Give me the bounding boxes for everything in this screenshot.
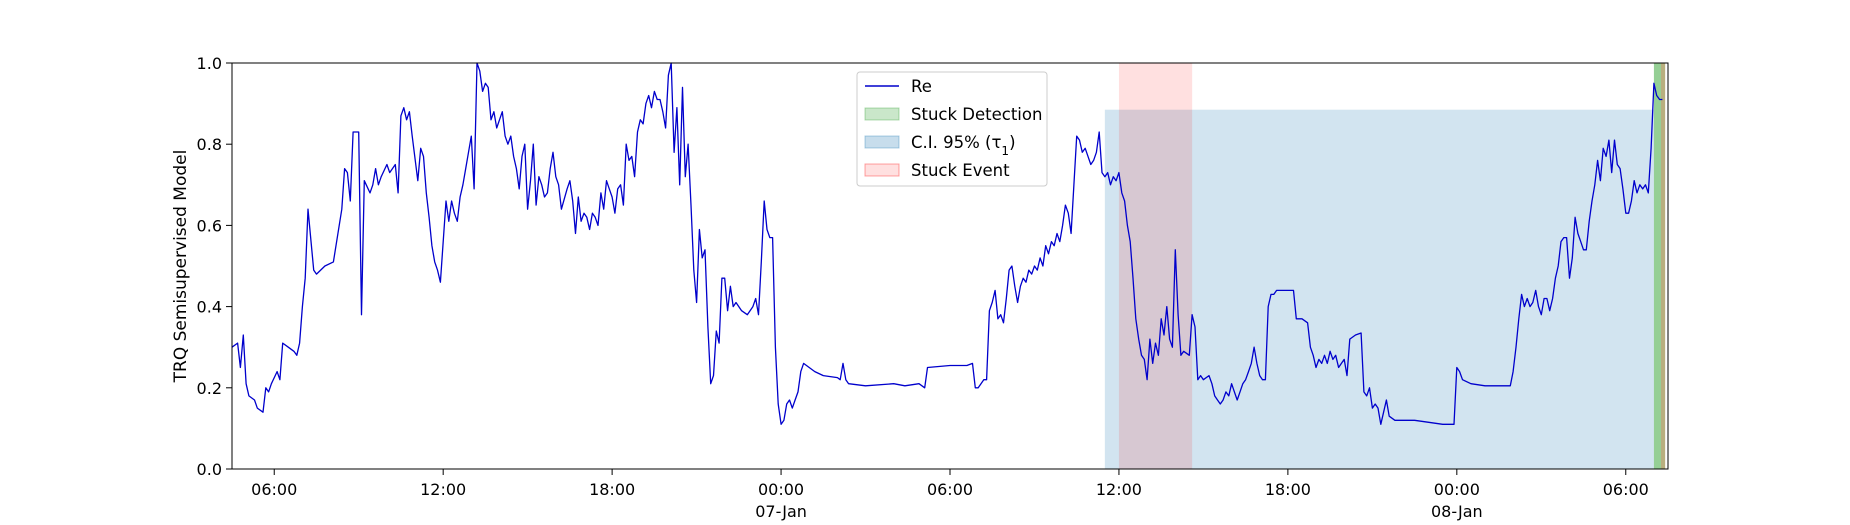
series-line-re [231, 62, 1663, 425]
span-stuck-detection [1653, 63, 1661, 469]
series-layer [231, 62, 1663, 425]
legend-swatch-c-i-95 [864, 135, 900, 149]
y-tick-label: 0.2 [197, 379, 222, 398]
legend-swatch-stuck-event [864, 163, 900, 177]
y-tick-label: 0.8 [197, 135, 222, 154]
x-tick-label: 06:00 [927, 480, 973, 499]
x-tick-label: 18:00 [589, 480, 635, 499]
legend-label-re: Re [911, 77, 932, 96]
x-tick-sublabel: 08-Jan [1431, 502, 1483, 521]
x-tick-label: 06:00 [1603, 480, 1649, 499]
y-tick-label: 0.6 [197, 216, 222, 235]
x-tick-label: 00:00 [1434, 480, 1480, 499]
legend-label-stuck-detection: Stuck Detection [911, 105, 1042, 124]
shaded-spans [1104, 63, 1666, 469]
x-tick-label: 06:00 [251, 480, 297, 499]
legend-box [856, 71, 1048, 187]
x-tick-label: 18:00 [1265, 480, 1311, 499]
legend-label-stuck-event: Stuck Event [911, 161, 1010, 180]
legend-swatch-stuck-detection [864, 107, 900, 121]
x-tick-label: 12:00 [1096, 480, 1142, 499]
y-tick-label: 0.4 [197, 298, 222, 317]
y-tick-label: 0.0 [197, 460, 222, 479]
x-tick-label: 12:00 [420, 480, 466, 499]
span-c-i-95- [1104, 109, 1654, 469]
span-stuck-event [1118, 63, 1193, 469]
span-stuck-detection-edge [1660, 63, 1666, 469]
x-tick-label: 00:00 [758, 480, 804, 499]
x-tick-sublabel: 07-Jan [755, 502, 807, 521]
y-axis-label: TRQ Semisupervised Model [171, 150, 191, 384]
y-axis: 0.0 0.2 0.4 0.6 0.8 1.0 [197, 54, 232, 479]
y-tick-label: 1.0 [197, 54, 222, 73]
x-axis: 06:0012:0018:0000:0007-Jan190006:0012:00… [251, 469, 1649, 525]
